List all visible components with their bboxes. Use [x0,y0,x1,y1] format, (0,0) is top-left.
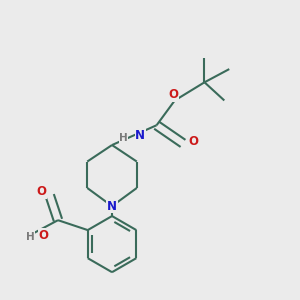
Text: O: O [37,185,46,198]
Text: N: N [135,129,145,142]
Text: N: N [107,200,117,213]
Text: O: O [38,229,48,242]
Text: H: H [26,232,34,242]
Text: O: O [168,88,178,101]
Text: H: H [119,134,128,143]
Text: O: O [188,135,198,148]
